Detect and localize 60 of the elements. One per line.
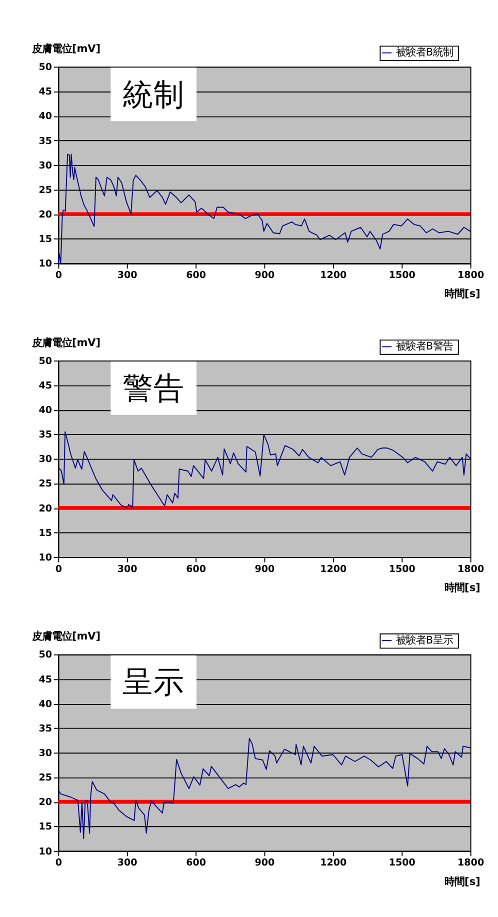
x-tick-label: 0 xyxy=(55,270,62,282)
y-tick-label: 45 xyxy=(38,380,52,392)
y-tick-label: 40 xyxy=(38,111,52,122)
y-tick-label: 15 xyxy=(38,528,52,539)
y-tick-label: 50 xyxy=(38,650,52,661)
x-axis-title: 時間[s] xyxy=(444,582,480,594)
y-axis-title: 皮膚電位[mV] xyxy=(30,630,101,643)
x-tick-label: 900 xyxy=(254,270,276,282)
x-tick-label: 1200 xyxy=(320,858,348,869)
y-tick-label: 20 xyxy=(38,209,52,220)
chart-title: 呈示 xyxy=(122,666,185,701)
y-tick-label: 15 xyxy=(38,234,52,246)
x-axis-title: 時間[s] xyxy=(444,876,480,888)
x-tick-label: 900 xyxy=(254,858,276,869)
x-tick-label: 300 xyxy=(117,564,138,575)
y-tick-label: 35 xyxy=(38,723,52,734)
x-tick-label: 900 xyxy=(254,564,276,575)
x-tick-label: 600 xyxy=(186,858,206,869)
y-tick-label: 10 xyxy=(38,846,52,858)
chart-title: 警告 xyxy=(122,372,185,407)
legend-label: 被験者B統制 xyxy=(396,46,454,59)
y-tick-label: 45 xyxy=(38,86,52,98)
x-tick-label: 1200 xyxy=(320,564,348,575)
x-tick-label: 1500 xyxy=(388,564,416,575)
y-tick-label: 25 xyxy=(38,772,52,784)
y-tick-label: 40 xyxy=(38,405,52,416)
y-tick-label: 45 xyxy=(38,674,52,686)
y-axis-title: 皮膚電位[mV] xyxy=(30,336,101,349)
y-tick-label: 50 xyxy=(38,62,52,74)
y-tick-label: 35 xyxy=(38,430,52,441)
y-tick-label: 30 xyxy=(38,454,52,466)
y-tick-label: 20 xyxy=(38,797,52,808)
x-tick-label: 1800 xyxy=(458,270,484,282)
x-tick-label: 1800 xyxy=(458,564,484,575)
x-tick-label: 0 xyxy=(55,858,62,869)
legend-label: 被験者B呈示 xyxy=(396,634,454,646)
y-tick-label: 25 xyxy=(38,478,52,490)
y-tick-label: 20 xyxy=(38,503,52,514)
x-tick-label: 1500 xyxy=(388,858,416,869)
y-tick-label: 25 xyxy=(38,184,52,196)
y-tick-label: 40 xyxy=(38,698,52,710)
x-tick-label: 600 xyxy=(186,564,206,575)
x-tick-label: 1800 xyxy=(458,858,484,869)
x-tick-label: 300 xyxy=(117,858,138,869)
legend-label: 被験者B警告 xyxy=(396,340,454,353)
x-tick-label: 1200 xyxy=(320,270,348,282)
x-tick-label: 1500 xyxy=(388,270,416,282)
y-axis-title: 皮膚電位[mV] xyxy=(30,42,101,55)
y-tick-label: 10 xyxy=(38,258,52,270)
y-tick-label: 15 xyxy=(38,822,52,833)
x-tick-label: 600 xyxy=(186,270,206,282)
y-tick-label: 10 xyxy=(38,552,52,564)
x-axis-title: 時間[s] xyxy=(444,288,480,300)
y-tick-label: 50 xyxy=(38,356,52,367)
x-tick-label: 300 xyxy=(117,270,138,282)
y-tick-label: 30 xyxy=(38,160,52,172)
chart-title: 統制 xyxy=(122,78,185,113)
y-tick-label: 30 xyxy=(38,748,52,759)
x-tick-label: 0 xyxy=(55,564,62,575)
y-tick-label: 35 xyxy=(38,136,52,147)
